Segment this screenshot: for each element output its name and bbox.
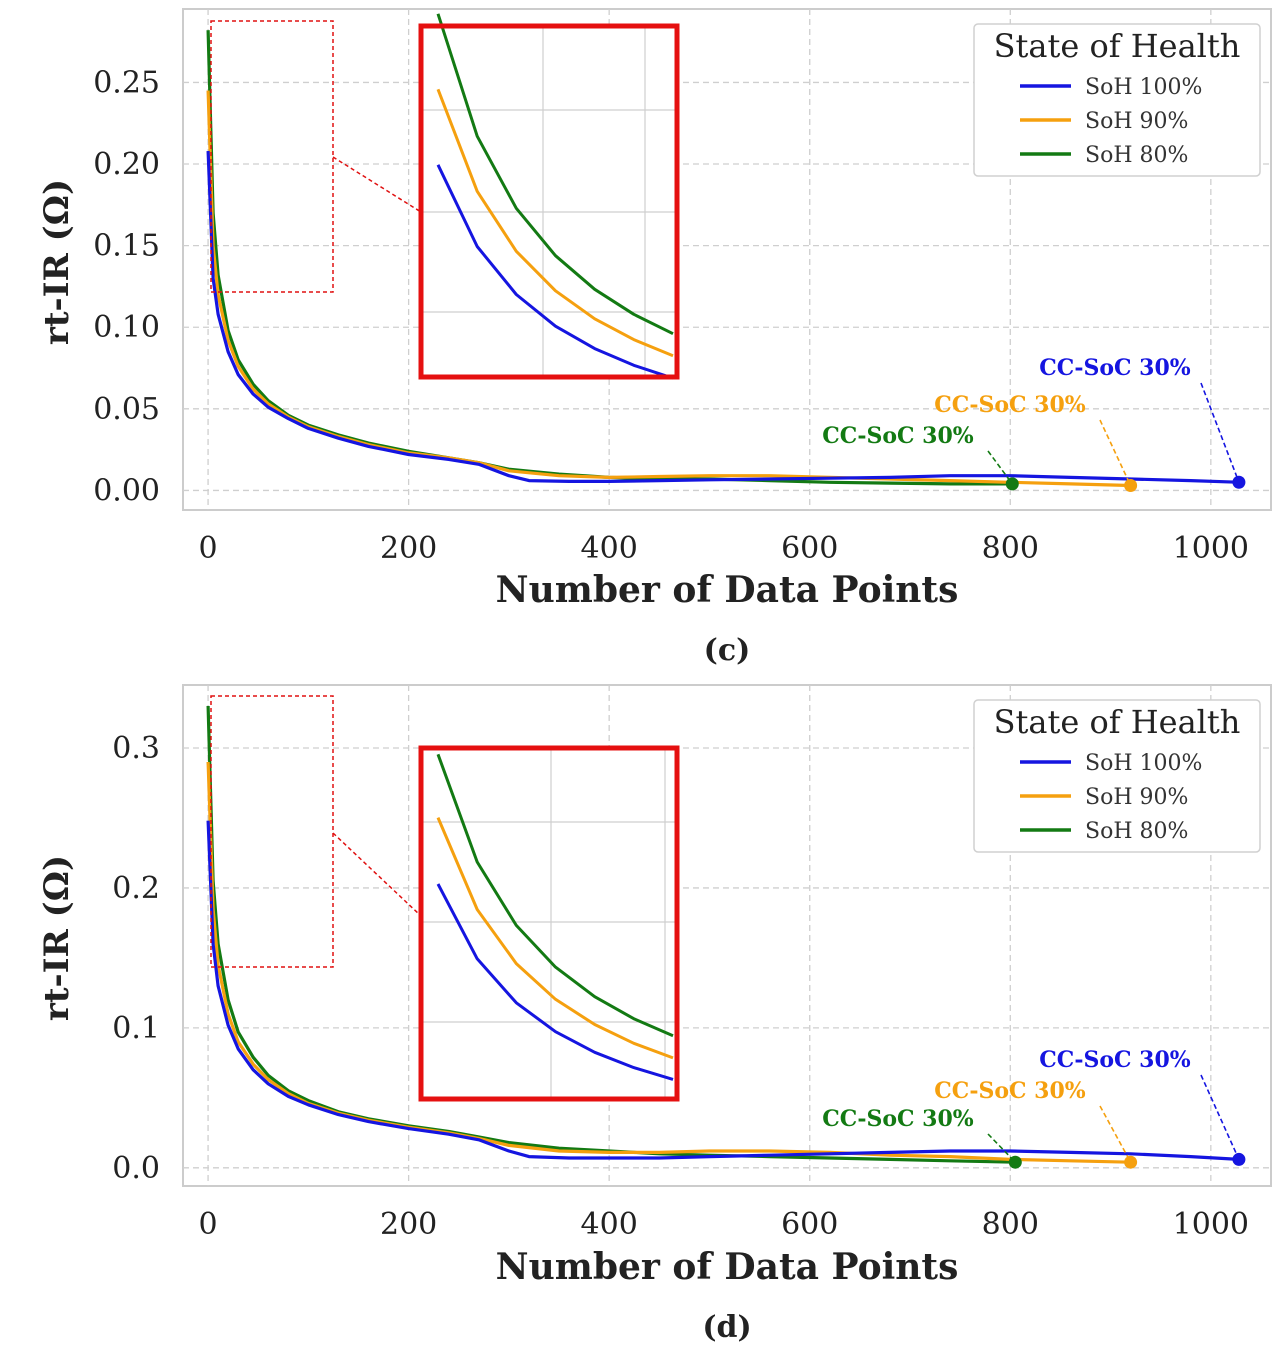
y-tick-label: 0.10 (93, 310, 160, 345)
panel-c: CC-SoC 30% CC-SoC 30% CC-SoC 30% 0 200 400 60… (37, 8, 1272, 668)
x-tick-label: 600 (781, 531, 838, 566)
zoom-source-box (210, 695, 334, 968)
y-axis-label: rt-IR (Ω) (37, 855, 77, 1021)
annotation-label: CC-SoC 30% (1039, 1047, 1190, 1073)
x-tick-label: 200 (380, 531, 437, 566)
legend-title: State of Health (994, 703, 1241, 741)
legend-label: SoH 100% (1085, 75, 1202, 100)
end-point-marker (1124, 1155, 1138, 1169)
annotation-connector (987, 1133, 1016, 1163)
plot-frame (182, 8, 1272, 511)
inset-series-line (436, 13, 674, 336)
x-tick-label: 0 (199, 531, 218, 566)
legend-label: SoH 80% (1085, 143, 1188, 168)
inset-series-line (436, 88, 674, 358)
annotation-connector (987, 450, 1013, 485)
legend-title: State of Health (994, 27, 1241, 65)
inset-series-line (436, 753, 674, 1038)
x-tick-label: 1000 (1173, 531, 1249, 566)
series-line-soh-100- (206, 150, 1241, 484)
inset-border (418, 23, 680, 380)
legend-label: SoH 100% (1085, 751, 1202, 776)
zoom-connector (332, 832, 422, 917)
x-tick-label: 800 (982, 531, 1039, 566)
end-point-marker (1232, 475, 1246, 489)
annotation-connector (1099, 419, 1132, 486)
y-tick-label: 0.00 (93, 473, 160, 508)
legend-label: SoH 90% (1085, 109, 1188, 134)
x-tick-label: 200 (380, 1207, 437, 1242)
panel-caption: (c) (704, 633, 751, 668)
annotation-label: CC-SoC 30% (934, 1078, 1085, 1104)
end-point-marker (1124, 479, 1138, 493)
zoom-inset (418, 745, 680, 1102)
y-axis-label: rt-IR (Ω) (37, 179, 77, 345)
plot-frame (182, 684, 1272, 1187)
x-axis-label: Number of Data Points (496, 1246, 959, 1288)
annotation-connector (1200, 382, 1240, 483)
x-tick-label: 1000 (1173, 1207, 1249, 1242)
x-tick-label: 0 (199, 1207, 218, 1242)
y-tick-label: 0.1 (112, 1011, 160, 1046)
annotation-connector (1099, 1105, 1132, 1163)
y-tick-label: 0.20 (93, 147, 160, 182)
x-tick-label: 600 (781, 1207, 838, 1242)
inset-series-line (436, 164, 674, 380)
annotation-connector (1200, 1074, 1240, 1160)
annotation-label: CC-SoC 30% (822, 1106, 973, 1132)
legend: State of Health SoH 100% SoH 90% SoH 80% (973, 23, 1261, 177)
y-tick-label: 0.2 (112, 871, 160, 906)
zoom-source-box (210, 20, 334, 293)
y-tick-label: 0.3 (112, 731, 160, 766)
x-tick-label: 800 (982, 1207, 1039, 1242)
inset-series-line (436, 817, 674, 1060)
annotation-label: CC-SoC 30% (822, 423, 973, 449)
y-tick-label: 0.0 (112, 1151, 160, 1186)
annotation-label: CC-SoC 30% (1039, 355, 1190, 381)
legend: State of Health SoH 100% SoH 90% SoH 80% (973, 699, 1261, 853)
annotation-label: CC-SoC 30% (934, 392, 1085, 418)
x-tick-label: 400 (581, 1207, 638, 1242)
y-tick-label: 0.05 (93, 392, 160, 427)
zoom-connector (332, 156, 422, 213)
y-tick-label: 0.15 (93, 229, 160, 264)
x-axis-label: Number of Data Points (496, 569, 959, 611)
x-tick-label: 400 (581, 531, 638, 566)
inset-border (418, 745, 680, 1102)
panel-caption: (d) (702, 1310, 751, 1345)
end-point-marker (1008, 1155, 1022, 1169)
end-point-marker (1232, 1152, 1246, 1166)
end-point-marker (1005, 477, 1019, 491)
inset-series-line (436, 883, 674, 1081)
legend-label: SoH 80% (1085, 819, 1188, 844)
panel-d: CC-SoC 30%CC-SoC 30%CC-SoC 30% 0 200 400 60… (37, 684, 1272, 1345)
y-tick-label: 0.25 (93, 65, 160, 100)
zoom-inset (418, 13, 680, 380)
series-line-soh-100- (206, 820, 1239, 1161)
legend-label: SoH 90% (1085, 785, 1188, 810)
